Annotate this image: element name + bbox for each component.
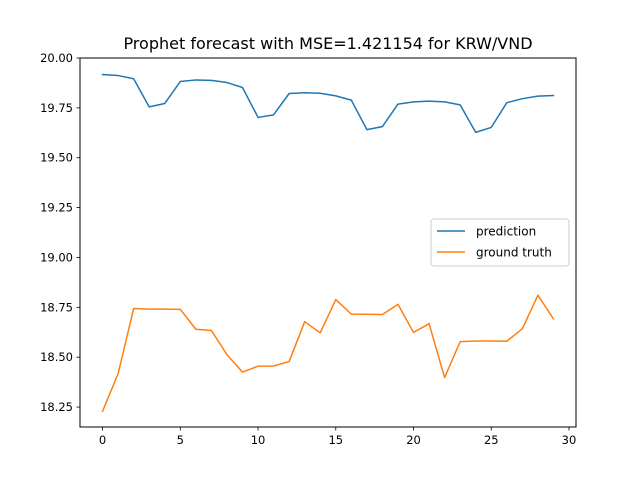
y-tick-label: 18.25	[40, 400, 73, 414]
legend-label: ground truth	[476, 246, 552, 260]
series-line-prediction	[101, 73, 555, 134]
x-tick-label: 10	[251, 433, 266, 447]
plot-series	[101, 73, 555, 413]
legend-frame	[430, 218, 570, 267]
y-tick-label: 18.75	[40, 300, 73, 314]
x-tick-label: 0	[99, 433, 106, 447]
axes-frame	[79, 57, 577, 428]
y-tick-label: 19.75	[40, 101, 73, 115]
y-tick-label: 19.00	[40, 250, 73, 264]
x-tick-label: 25	[484, 433, 499, 447]
y-tick-label: 19.25	[40, 201, 73, 215]
x-tick-label: 20	[406, 433, 421, 447]
x-axis: 0 5 10 15 20 25 30	[99, 427, 576, 447]
x-tick-label: 30	[562, 433, 577, 447]
series-line-ground-truth	[101, 294, 555, 413]
y-axis: 18.25 18.50 18.75 19.00 19.25 19.50 19.75 20.00	[40, 51, 80, 414]
x-tick-label: 15	[328, 433, 343, 447]
x-tick-label: 5	[177, 433, 184, 447]
y-tick-label: 18.50	[40, 350, 73, 364]
legend: prediction ground truth	[430, 218, 570, 267]
y-tick-label: 19.50	[40, 151, 73, 165]
legend-label: prediction	[476, 225, 536, 239]
y-tick-label: 20.00	[40, 51, 73, 65]
chart-title: Prophet forecast with MSE=1.421154 for K…	[123, 34, 532, 53]
